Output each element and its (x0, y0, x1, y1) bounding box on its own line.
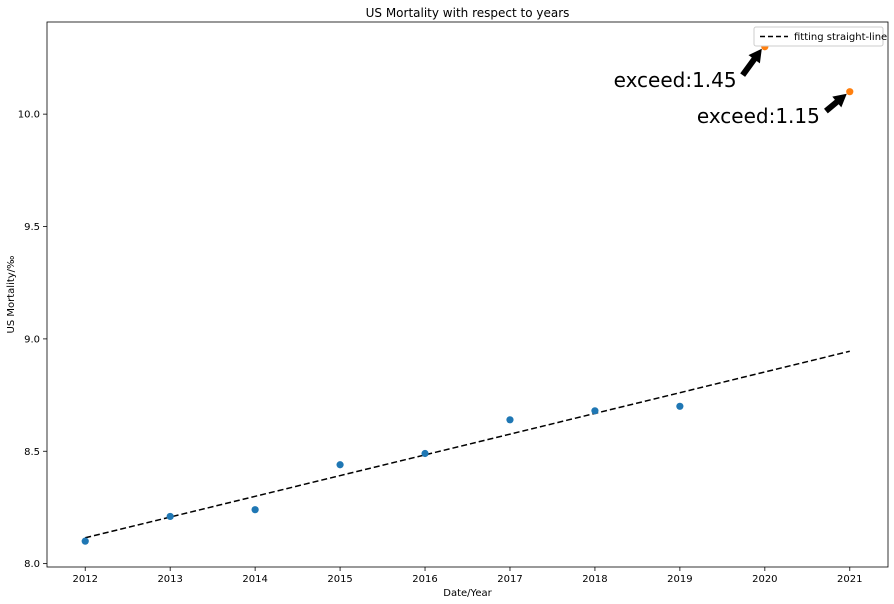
x-tick-label: 2020 (752, 574, 777, 585)
annotation-arrow (824, 93, 847, 114)
observed-point (336, 461, 344, 469)
observed-point (506, 416, 514, 424)
chart-title: US Mortality with respect to years (366, 6, 570, 20)
y-tick-label: 10.0 (18, 110, 40, 121)
x-tick-label: 2014 (242, 574, 267, 585)
y-tick-label: 8.5 (24, 447, 40, 458)
x-tick-label: 2012 (73, 574, 98, 585)
observed-point (251, 506, 259, 514)
plot-area: 2012 2013 2014 2015 2016 2017 2018 2019 2020 2021… (18, 21, 889, 585)
observed-point (676, 402, 684, 410)
y-axis-label: US Mortality/‰ (6, 256, 17, 334)
x-tick-label: 2013 (157, 574, 182, 585)
x-tick-label: 2015 (327, 574, 352, 585)
y-axis: 8.0 8.5 9.0 9.5 10.0 (18, 110, 47, 570)
x-tick-label: 2018 (582, 574, 607, 585)
annotations: exceed:1.45 exceed:1.15 (614, 48, 847, 128)
axes-frame (46, 21, 889, 568)
y-tick-label: 9.5 (24, 222, 40, 233)
observed-point (591, 407, 599, 415)
y-tick-label: 9.0 (24, 334, 40, 345)
legend: fitting straight-line (753, 26, 887, 47)
data-marks (81, 43, 854, 545)
x-tick-label: 2016 (412, 574, 437, 585)
legend-label: fitting straight-line (794, 32, 887, 43)
x-tick-label: 2021 (837, 574, 862, 585)
y-tick-label: 8.0 (24, 559, 40, 570)
annotation-text: exceed:1.15 (697, 104, 820, 128)
x-tick-label: 2017 (497, 574, 522, 585)
exceeding-point (846, 88, 854, 96)
annotation-arrow (740, 48, 762, 77)
fit-line (85, 350, 850, 539)
observed-point (81, 537, 89, 545)
legend-box (753, 26, 884, 47)
annotation-text: exceed:1.45 (614, 68, 737, 92)
observed-point (421, 449, 429, 458)
x-axis-label: Date/Year (443, 588, 492, 599)
x-axis: 2012 2013 2014 2015 2016 2017 2018 2019 2020 2021 (73, 567, 862, 585)
observed-point (166, 512, 174, 521)
x-tick-label: 2019 (667, 574, 692, 585)
